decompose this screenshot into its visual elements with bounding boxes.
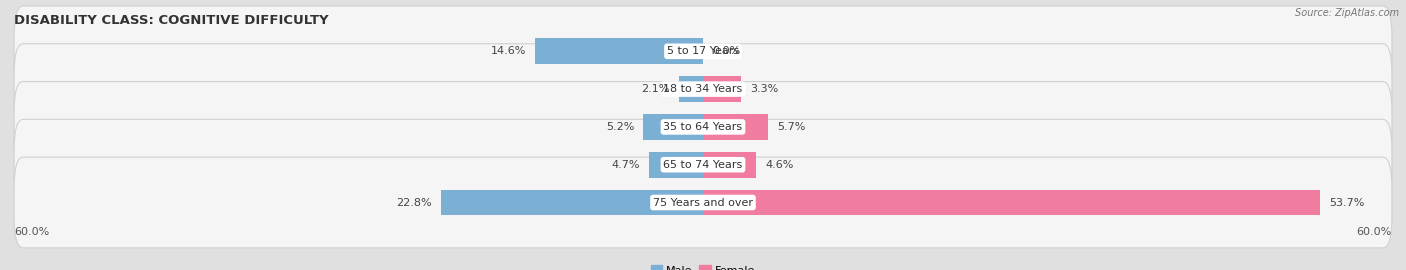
Text: 4.6%: 4.6% — [765, 160, 793, 170]
Bar — [703, 152, 756, 178]
Text: 65 to 74 Years: 65 to 74 Years — [664, 160, 742, 170]
Text: 5.2%: 5.2% — [606, 122, 634, 132]
Bar — [703, 190, 1320, 215]
Text: 14.6%: 14.6% — [491, 46, 526, 56]
Text: 5.7%: 5.7% — [778, 122, 806, 132]
Text: 3.3%: 3.3% — [749, 84, 779, 94]
FancyBboxPatch shape — [14, 82, 1392, 172]
Text: 5 to 17 Years: 5 to 17 Years — [666, 46, 740, 56]
Text: 18 to 34 Years: 18 to 34 Years — [664, 84, 742, 94]
Bar — [703, 114, 769, 140]
Bar — [650, 152, 703, 178]
Text: Source: ZipAtlas.com: Source: ZipAtlas.com — [1295, 8, 1399, 18]
Text: 22.8%: 22.8% — [396, 197, 432, 208]
Bar — [441, 190, 703, 215]
Text: 35 to 64 Years: 35 to 64 Years — [664, 122, 742, 132]
Bar — [703, 76, 741, 102]
Legend: Male, Female: Male, Female — [647, 261, 759, 270]
Text: 60.0%: 60.0% — [14, 227, 49, 237]
FancyBboxPatch shape — [14, 119, 1392, 210]
Bar — [644, 114, 703, 140]
FancyBboxPatch shape — [14, 157, 1392, 248]
Text: 0.0%: 0.0% — [713, 46, 741, 56]
Text: DISABILITY CLASS: COGNITIVE DIFFICULTY: DISABILITY CLASS: COGNITIVE DIFFICULTY — [14, 14, 329, 27]
Text: 75 Years and over: 75 Years and over — [652, 197, 754, 208]
Text: 53.7%: 53.7% — [1329, 197, 1364, 208]
Bar — [536, 38, 703, 64]
Text: 4.7%: 4.7% — [612, 160, 640, 170]
FancyBboxPatch shape — [14, 6, 1392, 97]
Text: 2.1%: 2.1% — [641, 84, 669, 94]
FancyBboxPatch shape — [14, 44, 1392, 134]
Bar — [679, 76, 703, 102]
Text: 60.0%: 60.0% — [1357, 227, 1392, 237]
